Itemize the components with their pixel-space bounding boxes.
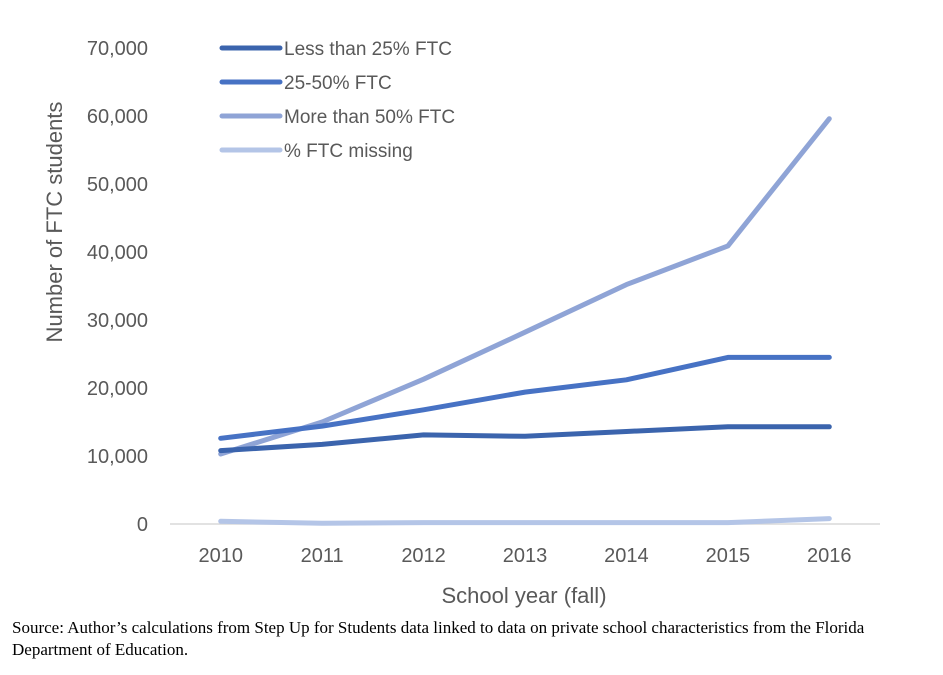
y-tick-label: 30,000	[87, 310, 148, 332]
x-tick-label: 2016	[807, 545, 852, 567]
y-tick-label: 0	[137, 514, 148, 536]
y-tick-label: 40,000	[87, 242, 148, 264]
y-tick-label: 60,000	[87, 106, 148, 128]
legend: Less than 25% FTC 25-50% FTC More than 50%…	[219, 39, 455, 162]
y-axis-title: Number of FTC students	[42, 102, 67, 343]
legend-label: 25-50% FTC	[284, 73, 392, 94]
legend-label: More than 50% FTC	[284, 107, 455, 128]
y-tick-label: 50,000	[87, 174, 148, 196]
series-line-3	[218, 116, 832, 457]
legend-label: Less than 25% FTC	[284, 39, 452, 60]
y-axis-ticks: 0 10,000 20,000 30,000 40,000 50,000 60,000 70,…	[87, 38, 148, 536]
legend-label: % FTC missing	[284, 141, 413, 162]
x-axis-ticks: 2010 2011 2012 2013 2014 2015 2016	[198, 545, 851, 567]
x-tick-label: 2012	[401, 545, 446, 567]
series-line-4	[218, 516, 832, 526]
series-lines	[218, 116, 832, 526]
x-tick-label: 2015	[706, 545, 751, 567]
y-tick-label: 20,000	[87, 378, 148, 400]
x-tick-label: 2013	[503, 545, 548, 567]
x-tick-label: 2014	[604, 545, 649, 567]
y-tick-label: 10,000	[87, 446, 148, 468]
x-tick-label: 2011	[301, 545, 344, 567]
series-line-1	[218, 424, 832, 454]
x-axis-title: School year (fall)	[441, 583, 606, 608]
y-tick-label: 70,000	[87, 38, 148, 60]
x-tick-label: 2010	[198, 545, 243, 567]
source-note: Source: Author’s calculations from Step …	[12, 618, 865, 659]
series-line-2	[218, 354, 832, 441]
line-chart: 0 10,000 20,000 30,000 40,000 50,000 60,000 70,…	[42, 38, 880, 608]
